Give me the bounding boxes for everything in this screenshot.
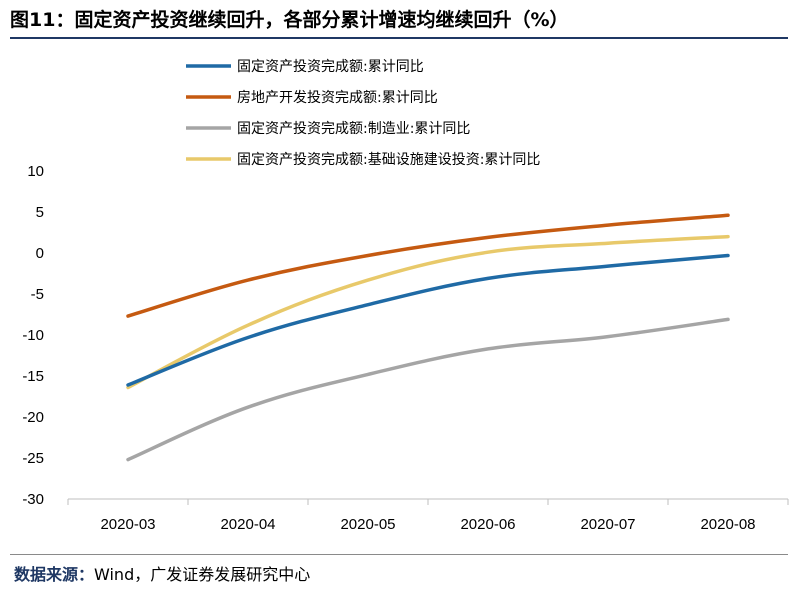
x-tick-label: 2020-07 bbox=[580, 516, 635, 533]
y-tick-label: -20 bbox=[22, 409, 44, 426]
series-layer bbox=[126, 213, 730, 462]
y-tick-label: -30 bbox=[22, 491, 44, 508]
series-line-1 bbox=[126, 213, 730, 318]
legend-label: 固定资产投资完成额:制造业:累计同比 bbox=[237, 121, 470, 137]
y-tick-label: 5 bbox=[36, 204, 44, 221]
x-tick-label: 2020-08 bbox=[700, 516, 755, 533]
legend: 固定资产投资完成额:累计同比房地产开发投资完成额:累计同比固定资产投资完成额:制… bbox=[186, 59, 540, 168]
y-tick-label: -10 bbox=[22, 327, 44, 344]
x-tick-label: 2020-04 bbox=[220, 516, 275, 533]
chart-title: 图11：固定资产投资继续回升，各部分累计增速均继续回升（%） bbox=[10, 9, 569, 31]
y-tick-label: 10 bbox=[27, 163, 44, 180]
series-line-0 bbox=[126, 253, 730, 387]
y-tick-label: -5 bbox=[31, 286, 44, 303]
y-tick-label: -25 bbox=[22, 450, 44, 467]
title-rule bbox=[10, 37, 788, 39]
footer-rule bbox=[10, 554, 788, 555]
series-line-2 bbox=[126, 317, 730, 462]
y-tick-label: -15 bbox=[22, 368, 44, 385]
x-axis: 2020-03 2020-04 2020-05 2020-06 2020-07 2020-… bbox=[67, 498, 789, 533]
data-source-text: Wind，广发证券发展研究中心 bbox=[94, 565, 311, 584]
x-tick-label: 2020-03 bbox=[100, 516, 155, 533]
y-tick-label: 0 bbox=[36, 245, 44, 262]
legend-label: 固定资产投资完成额:基础设施建设投资:累计同比 bbox=[237, 151, 540, 168]
data-source: 数据来源：Wind，广发证券发展研究中心 bbox=[14, 563, 310, 587]
series-line-3 bbox=[126, 234, 730, 390]
x-tick-label: 2020-06 bbox=[460, 516, 515, 533]
legend-label: 房地产开发投资完成额:累计同比 bbox=[237, 90, 438, 106]
y-axis: 10 5 0 -5 -10 -15 -20 -25 -30 bbox=[22, 163, 44, 508]
x-tick-label: 2020-05 bbox=[340, 516, 395, 533]
legend-label: 固定资产投资完成额:累计同比 bbox=[237, 59, 424, 75]
data-source-label: 数据来源： bbox=[14, 565, 95, 584]
